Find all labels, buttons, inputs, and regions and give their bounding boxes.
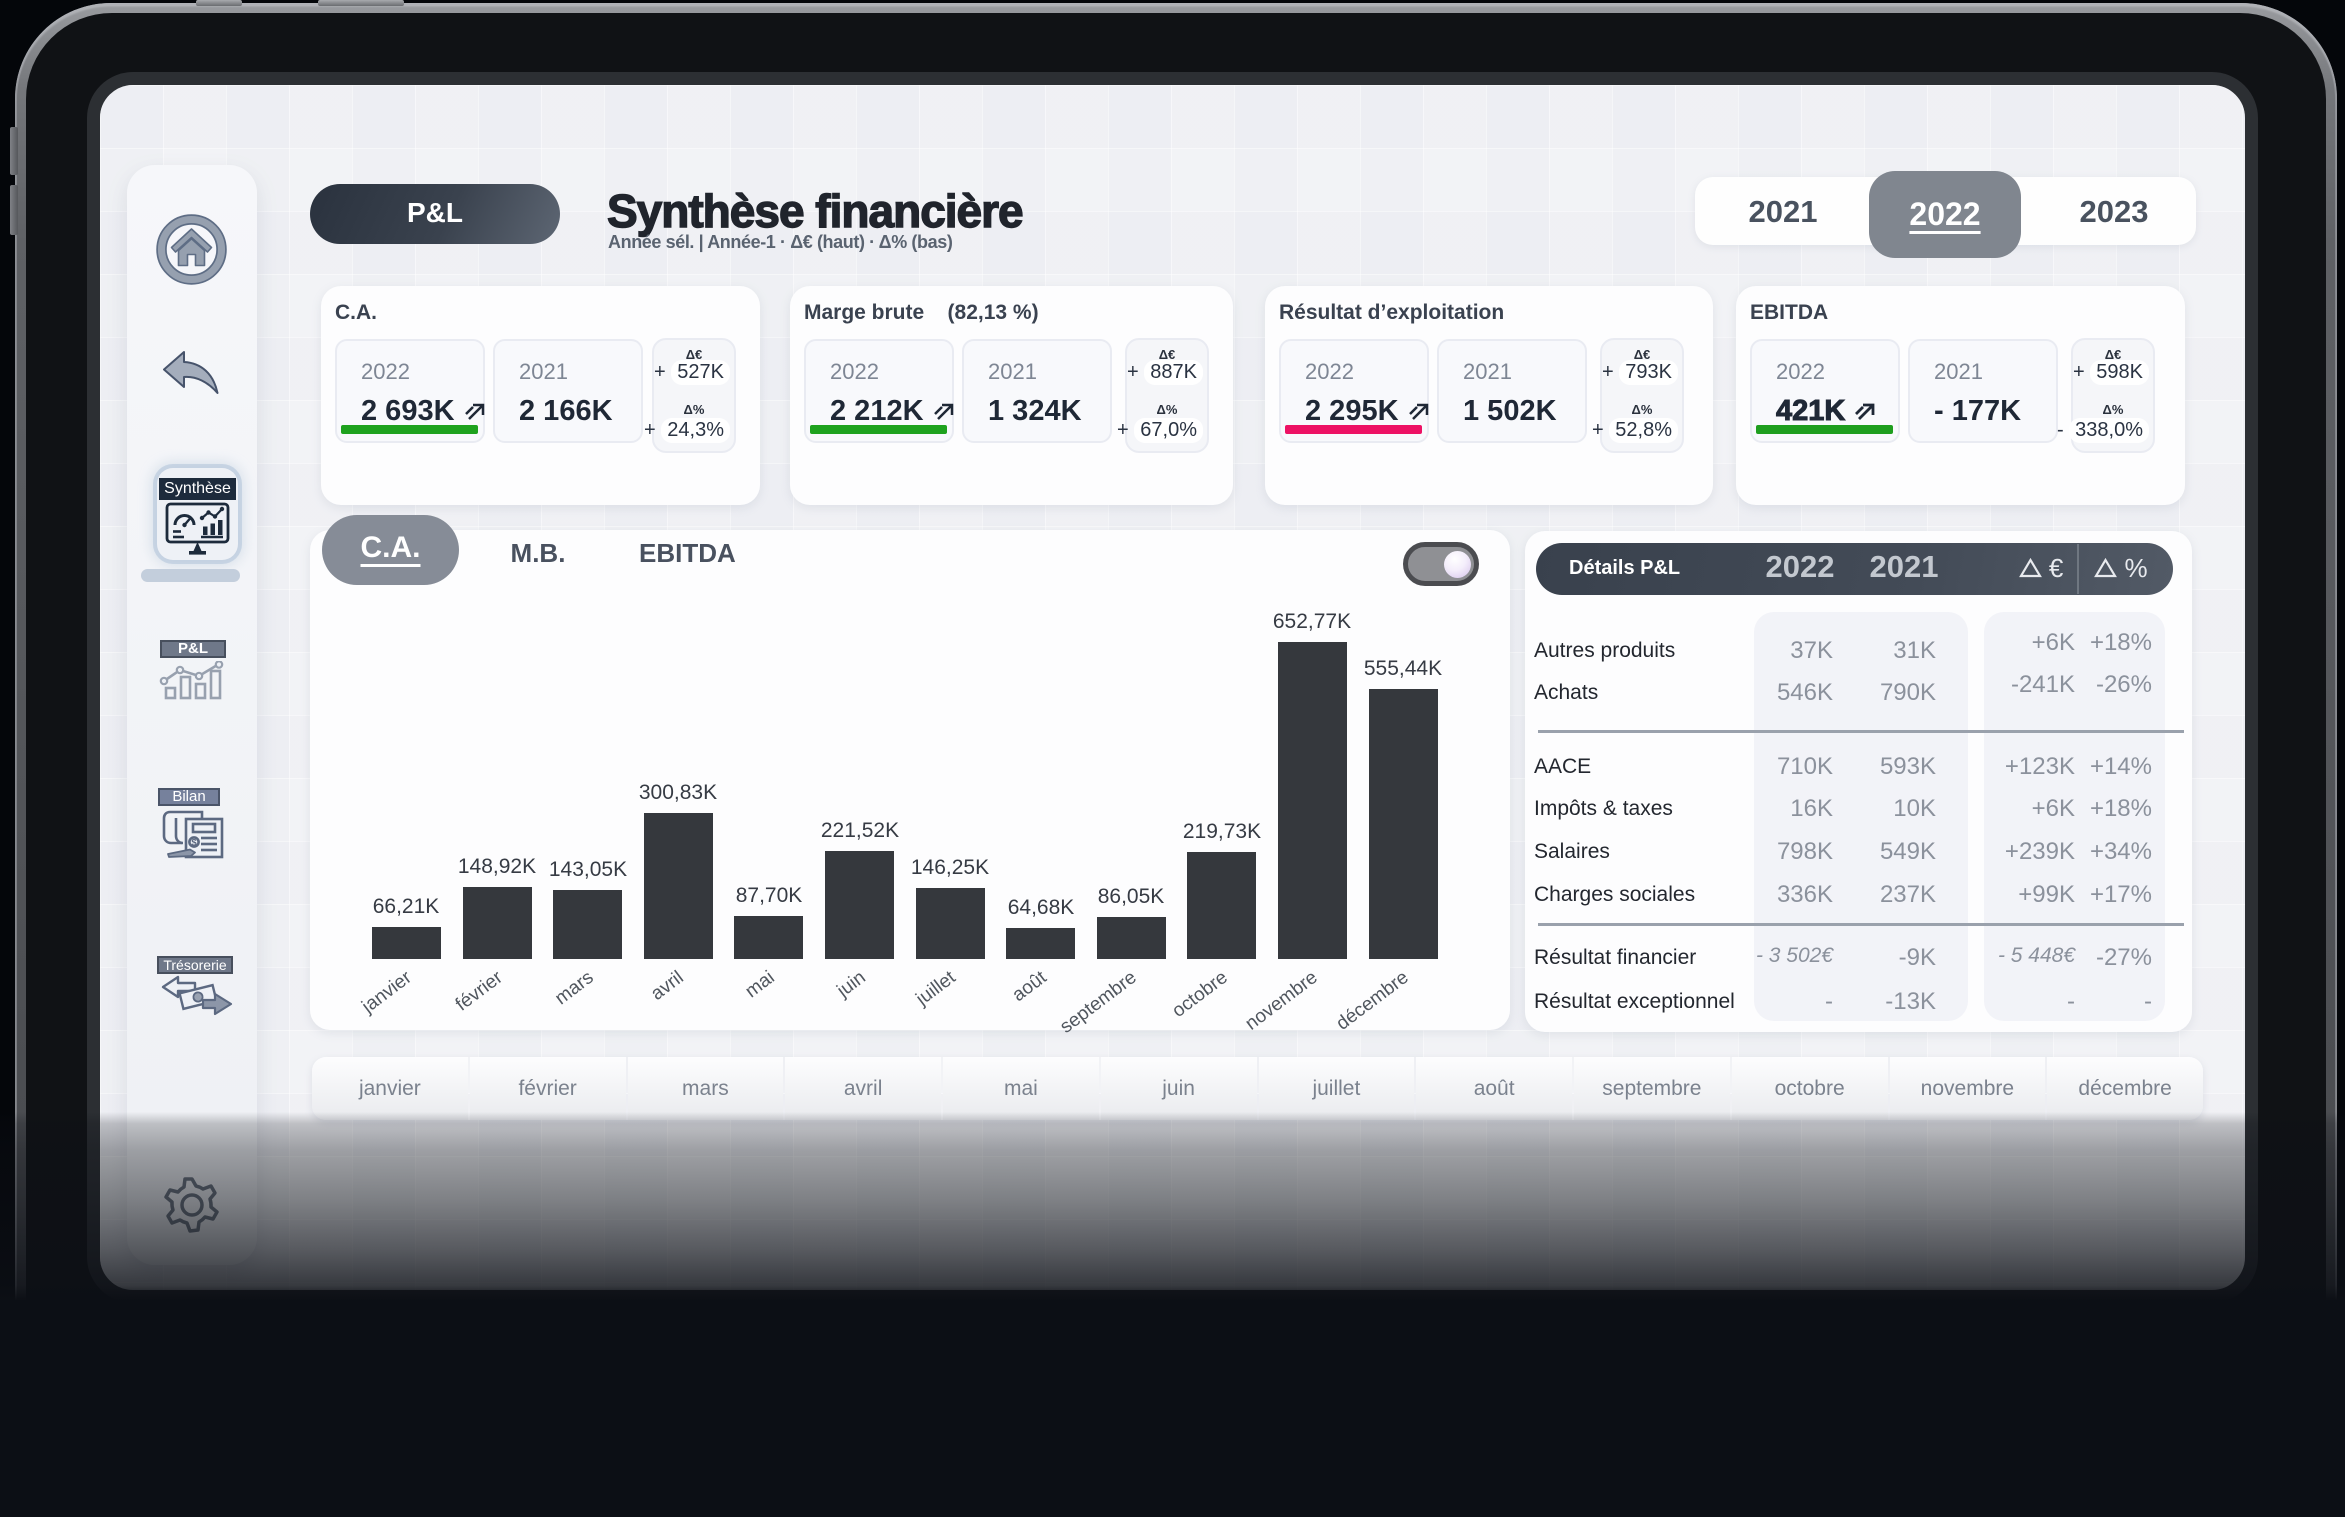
svg-text:$: $ <box>191 838 197 849</box>
